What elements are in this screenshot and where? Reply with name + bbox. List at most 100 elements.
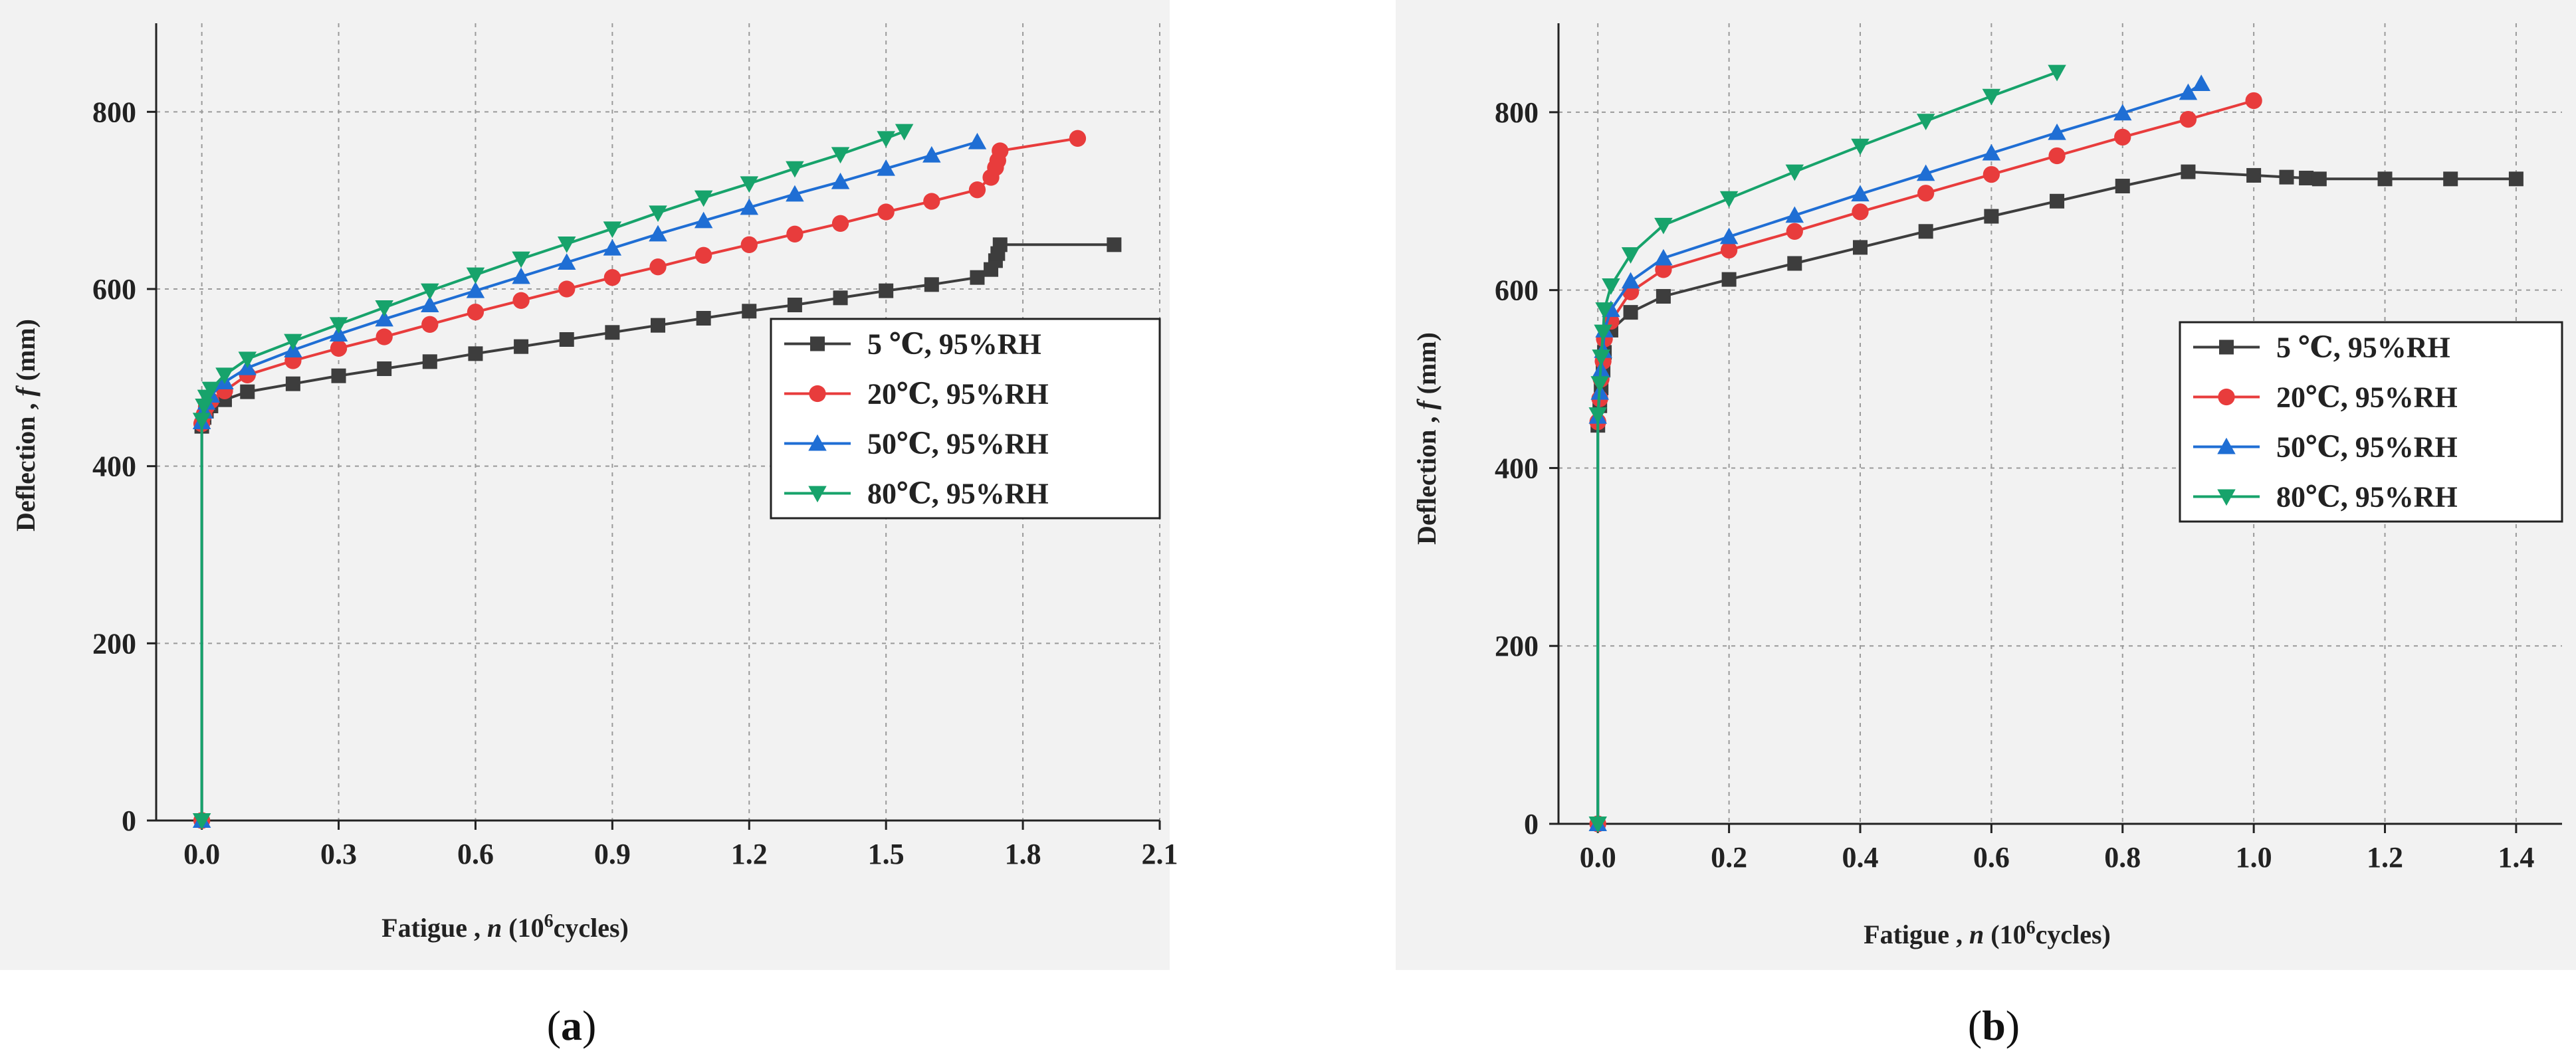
panel-a-xtick-label: 0.9	[594, 838, 631, 870]
panel-b-legend-label-2: 50℃, 95%RH	[2276, 431, 2458, 464]
panel-b-series-2-point	[1851, 185, 1870, 202]
panel-a-ytick-label: 400	[92, 450, 136, 483]
panel-a-series-1-point	[467, 304, 484, 321]
panel-a-xtick-label: 1.8	[1005, 838, 1041, 870]
panel-b-series-2-point	[1982, 144, 2001, 161]
panel-b-series-0-point	[2246, 167, 2262, 183]
panel-a-series-1-point	[695, 246, 712, 264]
panel-a-series-1-point	[649, 258, 667, 276]
panel-b-xtick-label: 1.4	[2498, 841, 2534, 874]
panel-a-series-1-point	[877, 203, 895, 221]
panel-a-series-3-point	[895, 124, 914, 141]
panel-b-series-3-point	[1588, 817, 1607, 833]
panel-a-series-3-point	[329, 317, 348, 334]
panel-a-series-3-point	[466, 267, 485, 284]
panel-b-series-0-point	[2508, 171, 2523, 187]
panel-a-series-3-point	[786, 161, 804, 178]
panel-b-series-0-point	[2443, 171, 2458, 187]
panel-b-series-0-point	[2115, 179, 2130, 194]
panel-a-legend-marker-0	[810, 336, 825, 351]
panel-a-series-0-point	[605, 325, 620, 340]
panel-a-series-2-point	[375, 310, 393, 327]
panel-a-series-1-point	[558, 280, 576, 298]
panel-b-series-3-point	[1785, 164, 1804, 181]
panel-a-legend-marker-2	[808, 434, 827, 451]
panel-b-series-3-point	[1916, 114, 1935, 131]
panel-a-series-3-point	[877, 131, 895, 148]
panel-a-series-0-point	[422, 354, 437, 369]
panel-a-series-0-point	[514, 339, 529, 354]
panel-b-xtick-label: 0.6	[1973, 841, 2010, 874]
panel-a-series-3-point	[375, 300, 393, 317]
panel-a-legend-label-2: 50℃, 95%RH	[867, 428, 1049, 460]
panel-b-series-2-point	[1785, 206, 1804, 223]
panel-a-series-0-point	[696, 311, 711, 326]
panel-b-xtick-label: 0.4	[1842, 841, 1878, 874]
panel-a-legend-label-3: 80℃, 95%RH	[867, 478, 1049, 510]
panel-b-series-1-point	[2114, 128, 2131, 146]
panel-b-series-3-point	[1621, 247, 1640, 264]
panel-a-series-0-point	[1107, 237, 1122, 252]
panel-b-xlabel: Fatigue , n (106cycles)	[1864, 918, 2111, 950]
panel-b-series-1-point	[1720, 241, 1738, 259]
panel-a-ytick-label: 800	[92, 96, 136, 128]
panel-b-series-3-point	[1602, 278, 1620, 295]
panel-a-series-1-point	[512, 292, 530, 309]
panel-b-series-2-point	[2048, 123, 2066, 140]
panel-b-series-0-point	[1787, 256, 1802, 271]
panel-b-series-0-point	[2311, 171, 2327, 187]
panel-a-series-0-point	[992, 237, 1008, 252]
panel-a-series-2-point	[877, 159, 895, 176]
panel-b-series-3-point	[1588, 407, 1607, 424]
panel-a-series-0-point	[879, 283, 894, 298]
panel-a-series-3-point	[192, 813, 211, 830]
panel-b-xtick-label: 1.0	[2236, 841, 2272, 874]
panel-a-series-0-point	[468, 346, 483, 361]
panel-b-ytick-label: 200	[1495, 630, 1539, 662]
caption-a: (a)	[547, 1002, 597, 1049]
panel-b-series-0-point	[1721, 272, 1737, 287]
panel-a-legend-marker-1	[809, 385, 826, 403]
panel-b-series-3-point	[1594, 324, 1612, 341]
panel-a-series-2-point	[557, 253, 576, 270]
panel-a-series-2-point	[466, 281, 485, 298]
panel-b-series-0-point	[2377, 171, 2393, 187]
panel-a-xtick-label: 2.1	[1142, 838, 1178, 870]
panel-a-series-0-point	[559, 332, 574, 347]
panel-b-series-0-point	[1623, 305, 1638, 320]
panel-a-xtick-label: 0.6	[457, 838, 494, 870]
panel-a-series-1-point	[831, 215, 849, 232]
panel-b-series-2-point	[2179, 83, 2198, 100]
panel-b-series-2-point	[1621, 272, 1640, 289]
panel-b-series-3-point	[1982, 88, 2001, 106]
panel-b-series-0-point	[2181, 164, 2196, 179]
panel-b-legend	[2179, 321, 2563, 523]
panel-a-ytick-label: 200	[92, 627, 136, 660]
panel-a-series-0-point	[377, 361, 392, 376]
panel-b-series-1-point	[1786, 223, 1803, 240]
panel-b-xtick-label: 0.2	[1711, 841, 1747, 874]
panel-b-series-0-point	[1656, 289, 1671, 304]
panel-b-series-0-point	[1918, 224, 1933, 239]
panel-a-legend-label-1: 20℃, 95%RH	[867, 378, 1049, 411]
panel-b-series-3-point	[1851, 138, 1870, 155]
panel-b-legend-marker-0	[2219, 339, 2234, 355]
panel-a-series-2-point	[968, 132, 987, 149]
panel-b-series-2-point	[1916, 164, 1935, 181]
panel-b-legend-marker-2	[2217, 437, 2236, 454]
panel-a-series-1-point	[376, 328, 393, 345]
panel-b-series-3-point	[1654, 217, 1673, 235]
panel-a-series-3-point	[195, 399, 213, 415]
panel-a-legend-marker-3	[808, 486, 827, 503]
panel-b-series-3-point	[1595, 302, 1614, 319]
panel-a-series-0-point	[970, 270, 985, 285]
panel-b-series-1-point	[1983, 165, 2000, 183]
panel-a-series-3-point	[694, 190, 713, 207]
panel-a-series-2-point	[649, 225, 667, 242]
panel-a-series-0-point	[285, 376, 300, 391]
panel-a-series-2-point	[421, 296, 439, 312]
panel-a-series-3-point	[284, 334, 302, 351]
panel-b-ytick-label: 0	[1524, 808, 1539, 840]
panel-b-xtick-label: 1.2	[2367, 841, 2403, 874]
